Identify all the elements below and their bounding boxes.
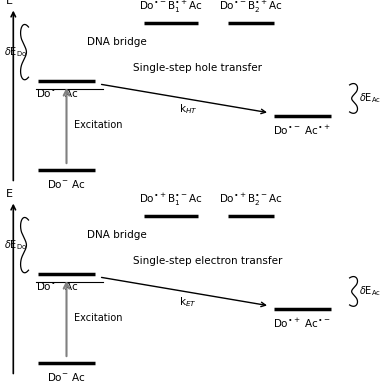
- Text: $\delta$E$_{\rm Do}$: $\delta$E$_{\rm Do}$: [4, 45, 27, 59]
- Text: Do$^{-}$ Ac: Do$^{-}$ Ac: [48, 178, 86, 190]
- Text: Excitation: Excitation: [74, 313, 123, 323]
- Text: Do$^{\bullet +}$B$_1^{\bullet -}$Ac: Do$^{\bullet +}$B$_1^{\bullet -}$Ac: [139, 192, 203, 208]
- Text: Excitation: Excitation: [74, 120, 123, 130]
- Text: Do$^{\bullet -}$Ac: Do$^{\bullet -}$Ac: [36, 87, 79, 99]
- Text: DNA bridge: DNA bridge: [87, 37, 147, 47]
- Text: k$_{ET}$: k$_{ET}$: [179, 295, 196, 309]
- Text: Do$^{-}$ Ac: Do$^{-}$ Ac: [48, 371, 86, 383]
- Text: Do$^{\bullet +}$ Ac$^{\bullet -}$: Do$^{\bullet +}$ Ac$^{\bullet -}$: [273, 317, 331, 330]
- Text: Do$^{\bullet -}$Ac: Do$^{\bullet -}$Ac: [36, 280, 79, 292]
- Text: Single-step electron transfer: Single-step electron transfer: [133, 256, 282, 266]
- Text: E: E: [6, 189, 13, 199]
- Text: $\delta$E$_{\rm Ac}$: $\delta$E$_{\rm Ac}$: [359, 91, 380, 105]
- Text: Single-step hole transfer: Single-step hole transfer: [133, 63, 262, 73]
- Text: Do$^{\bullet -}$B$_2^{\bullet +}$Ac: Do$^{\bullet -}$B$_2^{\bullet +}$Ac: [219, 0, 282, 15]
- Text: E: E: [6, 0, 13, 6]
- Text: Do$^{\bullet -}$B$_1^{\bullet +}$Ac: Do$^{\bullet -}$B$_1^{\bullet +}$Ac: [139, 0, 203, 15]
- Text: $\delta$E$_{\rm Ac}$: $\delta$E$_{\rm Ac}$: [359, 284, 380, 298]
- Text: Do$^{\bullet +}$B$_2^{\bullet -}$Ac: Do$^{\bullet +}$B$_2^{\bullet -}$Ac: [219, 192, 282, 208]
- Text: $\delta$E$_{\rm Do}$: $\delta$E$_{\rm Do}$: [4, 238, 27, 252]
- Text: Do$^{\bullet -}$ Ac$^{\bullet +}$: Do$^{\bullet -}$ Ac$^{\bullet +}$: [273, 124, 331, 137]
- Text: DNA bridge: DNA bridge: [87, 230, 147, 240]
- Text: k$_{HT}$: k$_{HT}$: [179, 102, 197, 116]
